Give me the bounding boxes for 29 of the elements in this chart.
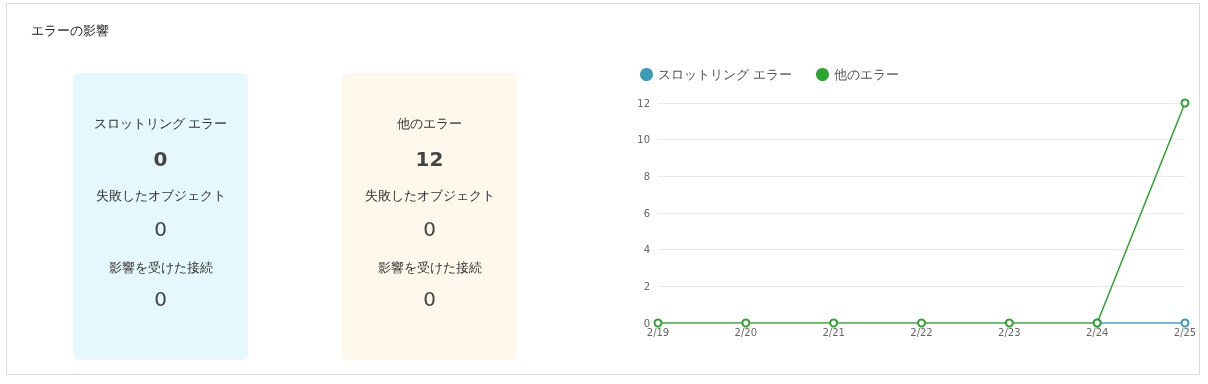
x-tick-label: 2/25 xyxy=(1173,326,1197,338)
y-tick-label: 0 xyxy=(643,317,650,329)
y-tick-label: 2 xyxy=(643,280,650,292)
text: スロットリング エラー xyxy=(92,116,229,133)
text: 失敗したオブジェクト xyxy=(94,188,227,203)
text: 0 xyxy=(153,287,168,311)
text: 0 xyxy=(152,147,169,171)
x-tick-label: 2/20 xyxy=(734,326,758,338)
x-tick-label: 2/24 xyxy=(1085,326,1109,338)
text: 失敗したオブジェクト xyxy=(363,188,496,203)
legend-label: スロットリング エラー xyxy=(658,67,792,82)
y-tick-label: 4 xyxy=(643,244,650,256)
y-tick-label: 8 xyxy=(643,170,650,182)
y-tick-label: 10 xyxy=(637,134,650,146)
text: エラーの影響 xyxy=(31,23,109,40)
text: 他のエラー xyxy=(396,116,463,133)
x-tick-label: 2/19 xyxy=(646,326,670,338)
text: 影響を受けた接続 xyxy=(107,260,214,275)
text: 0 xyxy=(422,217,437,241)
y-tick-label: 6 xyxy=(643,207,650,219)
text: 0 xyxy=(422,287,437,311)
x-tick-label: 2/23 xyxy=(998,326,1021,338)
y-tick-label: 12 xyxy=(637,97,650,109)
x-tick-label: 2/21 xyxy=(822,326,845,338)
text: 0 xyxy=(153,217,168,241)
text: 影響を受けた接続 xyxy=(376,260,483,275)
text: 12 xyxy=(414,147,445,171)
x-tick-label: 2/22 xyxy=(910,326,933,338)
legend-label: 他のエラー xyxy=(833,67,899,82)
